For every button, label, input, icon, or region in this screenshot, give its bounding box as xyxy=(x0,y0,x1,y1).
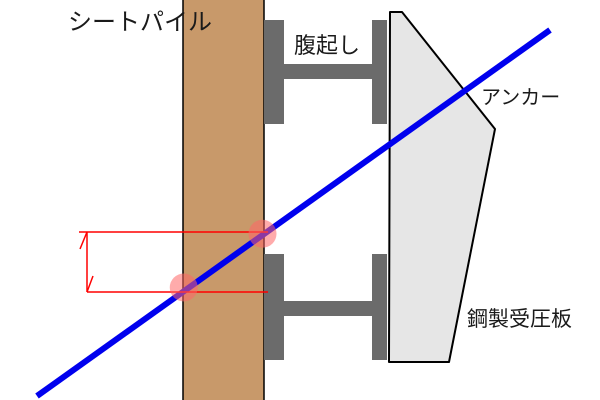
svg-text:アンカー: アンカー xyxy=(481,87,560,109)
svg-text:シートパイル: シートパイル xyxy=(68,9,212,36)
svg-text:鋼製受圧板: 鋼製受圧板 xyxy=(467,308,572,331)
svg-text:腹起し: 腹起し xyxy=(294,33,360,58)
